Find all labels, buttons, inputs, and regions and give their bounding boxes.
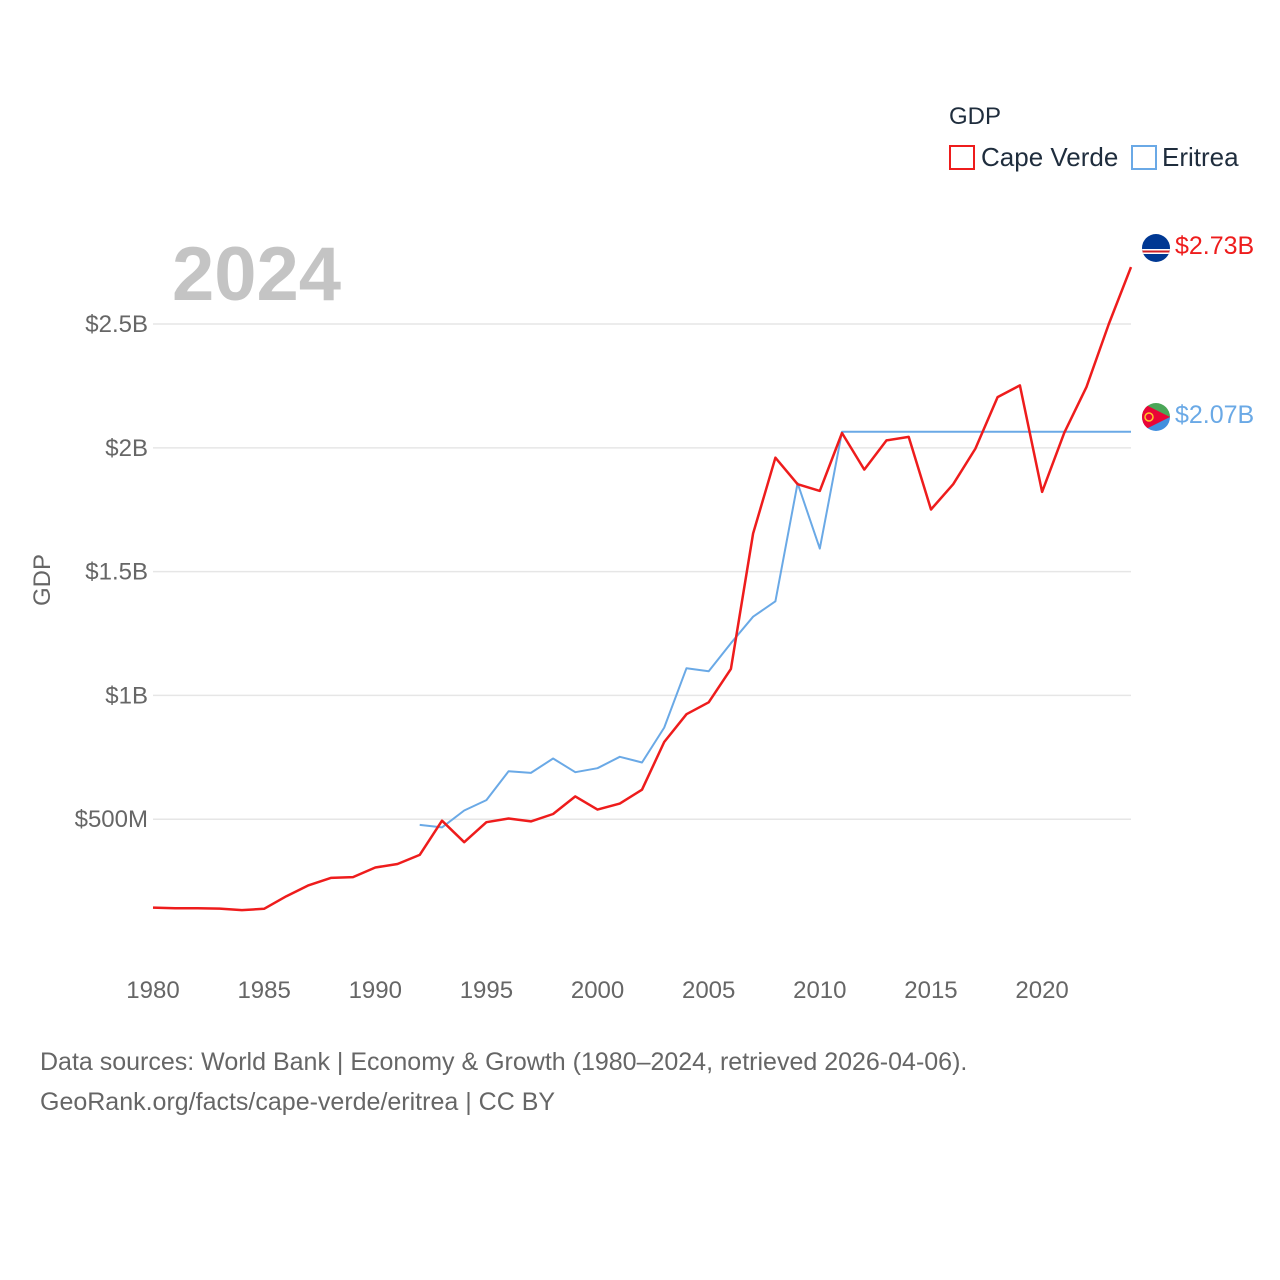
series-lines xyxy=(152,266,1133,912)
source-line-2: GeoRank.org/facts/cape-verde/eritrea | C… xyxy=(40,1088,556,1116)
x-tick-label: 1990 xyxy=(349,977,402,1004)
x-tick-label: 1980 xyxy=(126,977,179,1004)
end-value-cape-verde: $2.73B xyxy=(1175,232,1254,260)
legend: GDP Cape Verde Eritrea xyxy=(949,103,1239,172)
series-line-cape-verde xyxy=(152,266,1133,912)
x-tick-label: 2000 xyxy=(571,977,624,1004)
eritrea-flag-icon xyxy=(1142,403,1170,431)
legend-item-eritrea[interactable]: Eritrea xyxy=(1131,142,1239,172)
x-tick-label: 2020 xyxy=(1015,977,1068,1004)
legend-label-cape-verde: Cape Verde xyxy=(981,142,1118,172)
y-tick-label: $2.5B xyxy=(85,311,148,338)
y-tick-label: $500M xyxy=(75,806,148,833)
y-tick-label: $1B xyxy=(105,682,148,709)
grid-lines xyxy=(153,323,1131,820)
y-tick-label: $2B xyxy=(105,435,148,462)
x-tick-label: 2010 xyxy=(793,977,846,1004)
x-tick-label: 1995 xyxy=(460,977,513,1004)
legend-swatch-eritrea xyxy=(1131,145,1157,170)
y-axis-ticks: $500M $1B $1.5B $2B $2.5B xyxy=(75,311,148,833)
year-label: 2024 xyxy=(172,232,341,317)
legend-swatch-cape-verde xyxy=(949,145,975,170)
end-value-eritrea: $2.07B xyxy=(1175,401,1254,429)
source-note: Data sources: World Bank | Economy & Gro… xyxy=(40,1042,967,1122)
y-tick-label: $1.5B xyxy=(85,559,148,586)
legend-item-cape-verde[interactable]: Cape Verde xyxy=(949,142,1118,172)
y-axis-label: GDP xyxy=(29,554,56,606)
x-tick-label: 2005 xyxy=(682,977,735,1004)
x-tick-label: 1985 xyxy=(237,977,290,1004)
legend-label-eritrea: Eritrea xyxy=(1162,142,1239,172)
x-axis-ticks: 1980 1985 1990 1995 2000 2005 2010 2015 2020 xyxy=(126,977,1068,1004)
legend-title: GDP xyxy=(949,103,1001,130)
cape-verde-flag-icon xyxy=(1142,234,1170,262)
source-line-1: Data sources: World Bank | Economy & Gro… xyxy=(40,1048,968,1076)
x-tick-label: 2015 xyxy=(904,977,957,1004)
series-line-eritrea xyxy=(419,430,1131,829)
